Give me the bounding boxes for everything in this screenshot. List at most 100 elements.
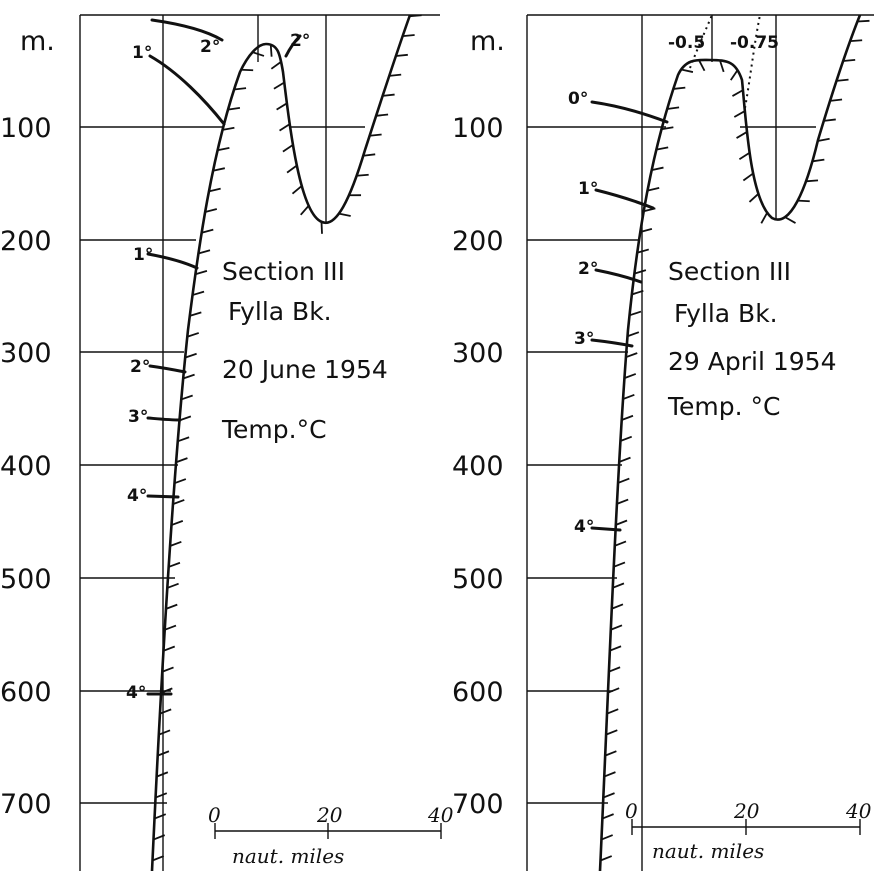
hatch-mark: [320, 221, 323, 234]
hatch-mark: [602, 792, 615, 799]
hatch-mark: [627, 331, 640, 338]
hatch-mark: [601, 834, 613, 841]
depth-tick-label: 700: [452, 789, 504, 820]
isotherm-label: 2°: [200, 37, 220, 57]
hatch-mark: [605, 729, 618, 736]
isotherm-label: 4°: [127, 486, 147, 506]
hatch-mark: [843, 58, 856, 62]
hatch-mark: [389, 73, 402, 77]
hatch-mark: [282, 144, 294, 153]
hatch-mark: [656, 146, 669, 151]
hatch-mark: [621, 414, 634, 421]
hatch-mark: [270, 60, 282, 70]
scale-unit-label: naut. miles: [232, 844, 344, 868]
sea-bottom-profile: [598, 14, 862, 871]
hatch-mark: [606, 708, 619, 715]
isotherm-label: 4°: [126, 683, 146, 703]
hatch-mark: [241, 68, 254, 72]
hatch-mark: [164, 624, 177, 631]
hatch-mark: [640, 227, 653, 233]
hatch-mark: [212, 167, 226, 172]
depth-tick-label: 200: [0, 226, 52, 257]
hatch-mark: [233, 87, 247, 91]
depth-unit-label: m.: [470, 26, 505, 57]
location-label: Fylla Bk.: [674, 299, 778, 328]
hatch-mark: [647, 187, 660, 192]
hatch-mark: [300, 205, 310, 216]
scale-tick-label: 0: [208, 803, 221, 827]
hatch-mark: [177, 436, 190, 443]
depth-tick-label: 500: [0, 564, 52, 595]
hatch-mark: [719, 60, 725, 73]
hatch-mark: [651, 166, 664, 171]
hatch-mark: [163, 645, 176, 652]
hatch-mark: [607, 687, 620, 694]
depth-tick-label: 500: [452, 564, 504, 595]
hatch-mark: [631, 289, 644, 296]
isotherm-0: [590, 100, 669, 124]
hatch-mark: [604, 750, 617, 757]
hatch-mark: [611, 603, 624, 610]
hatch-mark: [698, 59, 706, 72]
hatch-mark: [279, 123, 291, 132]
hatch-mark: [156, 771, 169, 778]
hatch-mark: [395, 53, 408, 57]
hatch-mark: [291, 185, 303, 195]
bottom-hatching: [152, 14, 422, 862]
depth-tick-label: 100: [452, 113, 504, 144]
hatch-mark: [614, 540, 627, 547]
scale-unit-label: naut. miles: [652, 839, 764, 863]
hatch-mark: [784, 216, 796, 224]
hatch-mark: [602, 813, 614, 820]
hatch-mark: [608, 666, 621, 673]
hatch-mark: [154, 813, 167, 820]
hatch-mark: [363, 153, 376, 157]
hatch-mark: [158, 729, 171, 736]
hatch-mark: [174, 478, 187, 485]
hatch-mark: [748, 193, 759, 203]
hatch-mark: [612, 582, 625, 589]
sea-bottom-profile: [150, 14, 412, 871]
hatch-mark: [152, 855, 165, 862]
hatch-mark: [624, 373, 637, 379]
hatch-mark: [169, 540, 182, 547]
hatch-mark: [812, 158, 825, 163]
depth-tick-label: 100: [0, 113, 52, 144]
hatch-mark: [201, 228, 214, 234]
hatch-mark: [618, 456, 631, 463]
hatch-mark: [189, 311, 202, 317]
isotherm-1: [594, 188, 655, 210]
hatch-mark: [165, 603, 178, 610]
hatch-mark: [276, 102, 288, 111]
depth-tick-label: 400: [0, 451, 52, 482]
hatch-mark: [195, 270, 208, 276]
hatch-mark: [733, 110, 746, 118]
hatch-mark: [375, 113, 389, 117]
hatch-mark: [187, 332, 200, 338]
hatch-mark: [616, 498, 629, 505]
depth-tick-label: 600: [0, 677, 52, 708]
hatch-mark: [797, 199, 810, 203]
scale-tick-label: 40: [845, 799, 872, 823]
hatch-mark: [175, 457, 188, 464]
hatch-mark: [217, 147, 230, 152]
scale-tick-label: 20: [316, 803, 343, 827]
hatch-mark: [817, 137, 830, 142]
hatch-mark: [286, 164, 298, 174]
hatch-mark: [673, 86, 686, 90]
isotherm-label: -0.5: [668, 33, 705, 53]
isotherm-label: 3°: [128, 407, 148, 427]
depth-tick-label: 400: [452, 451, 504, 482]
isotherm-2: [594, 268, 643, 284]
hatch-mark: [222, 126, 235, 131]
hatch-mark: [369, 133, 382, 137]
hatch-mark: [610, 624, 623, 631]
hatch-mark: [666, 106, 680, 110]
isotherm-label: 4°: [574, 517, 594, 537]
hatch-mark: [252, 51, 265, 57]
hatch-mark: [155, 792, 168, 799]
isotherm-1-lower: [146, 252, 199, 270]
scale-tick-label: 0: [625, 799, 638, 823]
hatch-mark: [168, 561, 181, 568]
